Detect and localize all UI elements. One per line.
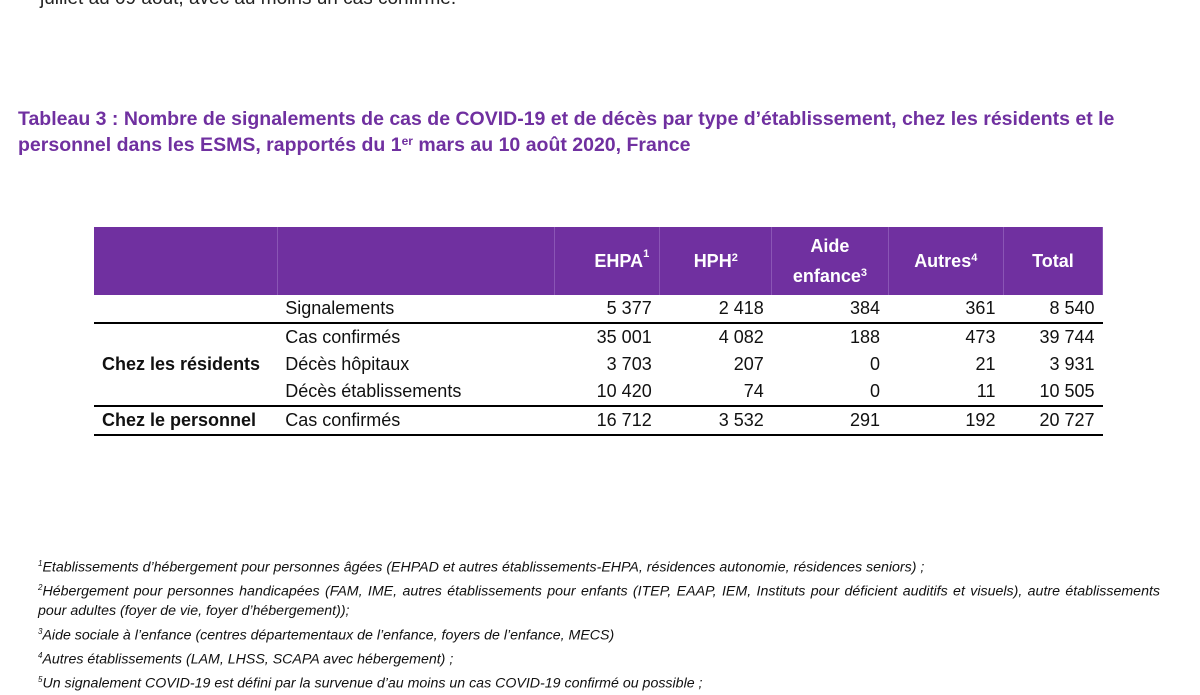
footnote: 2Hébergement pour personnes handicapées … bbox=[38, 583, 1160, 620]
header-blank-label bbox=[277, 227, 555, 295]
row-group-label: Chez le personnel bbox=[94, 405, 278, 436]
table-row: Chez les résidents Décès hôpitaux 3 703 … bbox=[94, 351, 1103, 378]
cell-hph: 3 532 bbox=[659, 405, 772, 436]
header-total: Total bbox=[1003, 227, 1104, 295]
table-row: Chez le personnel Cas confirmés 16 712 3… bbox=[94, 405, 1103, 436]
cell-aide-enfance: 291 bbox=[771, 405, 889, 436]
cell-ehpa: 5 377 bbox=[606, 298, 652, 318]
row-group-label bbox=[94, 322, 278, 351]
table-row: Cas confirmés 35 001 4 082 188 473 39 74… bbox=[94, 322, 1103, 351]
row-group-label bbox=[94, 378, 277, 406]
row-label: Décès établissements bbox=[285, 381, 462, 401]
cell-aide-enfance: 188 bbox=[771, 322, 889, 351]
header-aide-enfance: Aide enfance3 bbox=[771, 227, 889, 295]
table-title-sup: er bbox=[401, 134, 413, 148]
cell-ehpa: 10 420 bbox=[596, 381, 652, 401]
cell-autres: 473 bbox=[888, 322, 1004, 351]
cell-aide-enfance: 0 bbox=[870, 354, 881, 374]
cell-ehpa: 3 703 bbox=[606, 354, 652, 374]
footnote: 3Aide sociale à l’enfance (centres dépar… bbox=[38, 626, 615, 644]
table-row: Signalements 5 377 2 418 384 361 8 540 bbox=[94, 295, 1103, 323]
cell-autres: 192 bbox=[888, 405, 1004, 436]
cell-aide-enfance: 384 bbox=[850, 298, 881, 318]
table-title-prefix: Tableau 3 : bbox=[18, 108, 119, 130]
cell-total: 3 931 bbox=[1049, 354, 1095, 374]
cell-ehpa: 35 001 bbox=[554, 322, 660, 351]
cell-total: 20 727 bbox=[1003, 405, 1103, 436]
covid-esms-table: EHPA1 HPH2 Aide enfance3 Autres4 Total Si… bbox=[94, 227, 1104, 436]
footnote: 1Etablissements d’hébergement pour perso… bbox=[38, 559, 925, 576]
table-header-row: EHPA1 HPH2 Aide enfance3 Autres4 Total bbox=[94, 227, 1104, 295]
header-autres: Autres4 bbox=[888, 227, 1004, 295]
cell-autres: 11 bbox=[976, 381, 996, 401]
cell-autres: 21 bbox=[975, 354, 996, 374]
footnotes: 1Etablissements d’hébergement pour perso… bbox=[38, 554, 1160, 695]
row-label: Cas confirmés bbox=[277, 405, 555, 436]
header-hph: HPH2 bbox=[659, 227, 773, 295]
cell-total: 10 505 bbox=[1039, 381, 1095, 401]
row-group-label: Chez les résidents bbox=[102, 354, 261, 374]
row-label: Cas confirmés bbox=[277, 322, 555, 351]
table-row: Décès établissements 10 420 74 0 11 10 5… bbox=[94, 378, 1103, 406]
cell-hph: 4 082 bbox=[659, 322, 772, 351]
row-group-label bbox=[94, 295, 277, 323]
cell-ehpa: 16 712 bbox=[554, 405, 660, 436]
cell-hph: 2 418 bbox=[718, 298, 764, 318]
header-blank-group bbox=[94, 227, 278, 295]
row-label: Décès hôpitaux bbox=[285, 354, 410, 374]
previous-paragraph-fragment: juillet au 09 août, avec au moins un cas… bbox=[40, 0, 456, 10]
cell-hph: 207 bbox=[733, 354, 764, 374]
row-label: Signalements bbox=[285, 298, 395, 318]
cell-total: 39 744 bbox=[1003, 322, 1103, 351]
table-title: Tableau 3 : Nombre de signalements de ca… bbox=[18, 106, 1168, 158]
cell-total: 8 540 bbox=[1049, 298, 1095, 318]
header-ehpa: EHPA1 bbox=[554, 227, 661, 295]
cell-aide-enfance: 0 bbox=[870, 381, 881, 401]
footnote: 5Un signalement COVID-19 est défini par … bbox=[38, 675, 703, 693]
cell-hph: 74 bbox=[743, 381, 764, 401]
footnote: 4Autres établissements (LAM, LHSS, SCAPA… bbox=[38, 651, 454, 668]
table-title-text-b: mars au 10 août 2020, France bbox=[412, 134, 691, 156]
cell-autres: 361 bbox=[965, 298, 996, 318]
table-title-text-a: Nombre de signalements de cas de COVID-1… bbox=[18, 108, 1115, 156]
